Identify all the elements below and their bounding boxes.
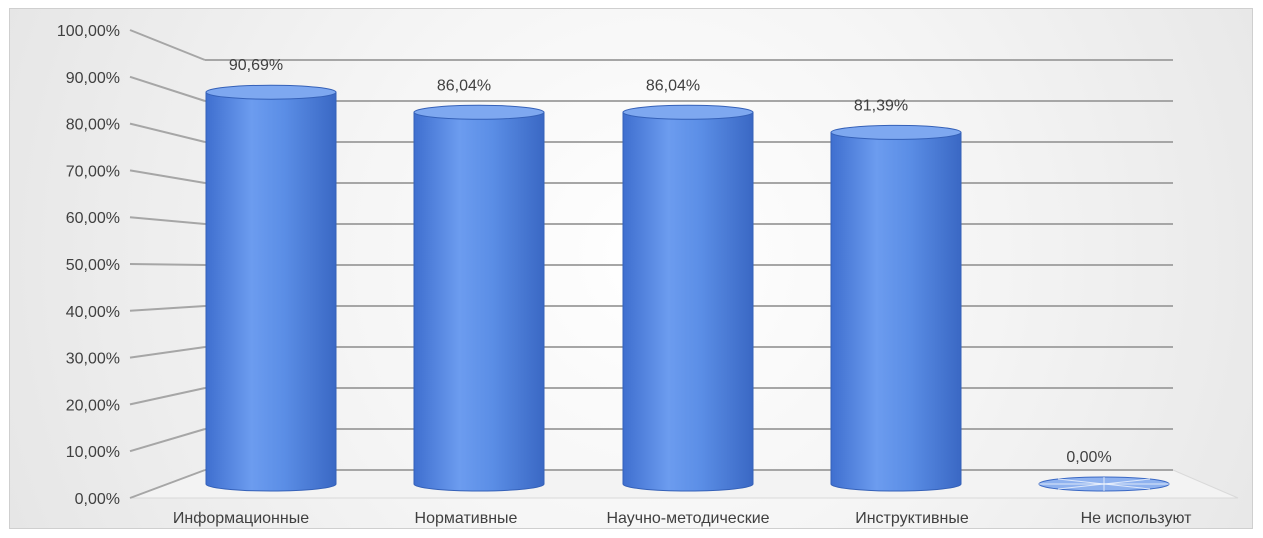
bar-body (830, 131, 962, 492)
bar-top (205, 84, 337, 100)
y-tick-label: 40,00% (66, 304, 120, 321)
gridline-diagonal (129, 122, 206, 143)
bar-top-spoke (1057, 483, 1105, 490)
bar-top-spoke (1057, 478, 1105, 485)
data-label: 86,04% (646, 77, 700, 94)
gridline-diagonal (129, 216, 206, 225)
y-tick-label: 30,00% (66, 351, 120, 368)
y-tick-label: 50,00% (66, 257, 120, 274)
gridline-diagonal (129, 305, 206, 312)
gridline-diagonal (129, 75, 206, 102)
bar-top (413, 104, 545, 120)
gridline-diagonal (129, 346, 206, 359)
category-label: Нормативные (415, 510, 518, 527)
gridline-diagonal (129, 169, 206, 184)
y-tick-label: 70,00% (66, 163, 120, 180)
y-tick-label: 100,00% (57, 23, 120, 40)
gridline-diagonal (129, 469, 206, 499)
category-label: Инструктивные (855, 510, 969, 527)
category-label: Информационные (173, 510, 309, 527)
y-tick-label: 0,00% (75, 491, 120, 508)
category-label: Научно-методические (606, 510, 769, 527)
gridline-diagonal (129, 387, 206, 406)
bar-top (622, 104, 754, 120)
bar-top-spoke (1103, 478, 1151, 485)
bar (205, 84, 337, 492)
bar (1038, 476, 1170, 492)
bar-top-spoke (1103, 483, 1151, 490)
y-tick-label: 20,00% (66, 397, 120, 414)
gridline-diagonal (129, 263, 206, 266)
bar-body (413, 111, 545, 492)
bar-top (830, 124, 962, 140)
data-label: 86,04% (437, 77, 491, 94)
y-tick-label: 90,00% (66, 70, 120, 87)
bar-body (622, 111, 754, 492)
data-label: 81,39% (854, 97, 908, 114)
y-tick-label: 60,00% (66, 210, 120, 227)
bar (622, 104, 754, 492)
bar (413, 104, 545, 492)
y-tick-label: 80,00% (66, 117, 120, 134)
gridline-diagonal (129, 428, 206, 453)
bar-body (205, 91, 337, 492)
data-label: 90,69% (229, 57, 283, 74)
y-tick-label: 10,00% (66, 444, 120, 461)
bar (830, 124, 962, 492)
data-label: 0,00% (1066, 449, 1111, 466)
category-label: Не используют (1081, 510, 1193, 527)
gridline-diagonal (129, 29, 206, 61)
